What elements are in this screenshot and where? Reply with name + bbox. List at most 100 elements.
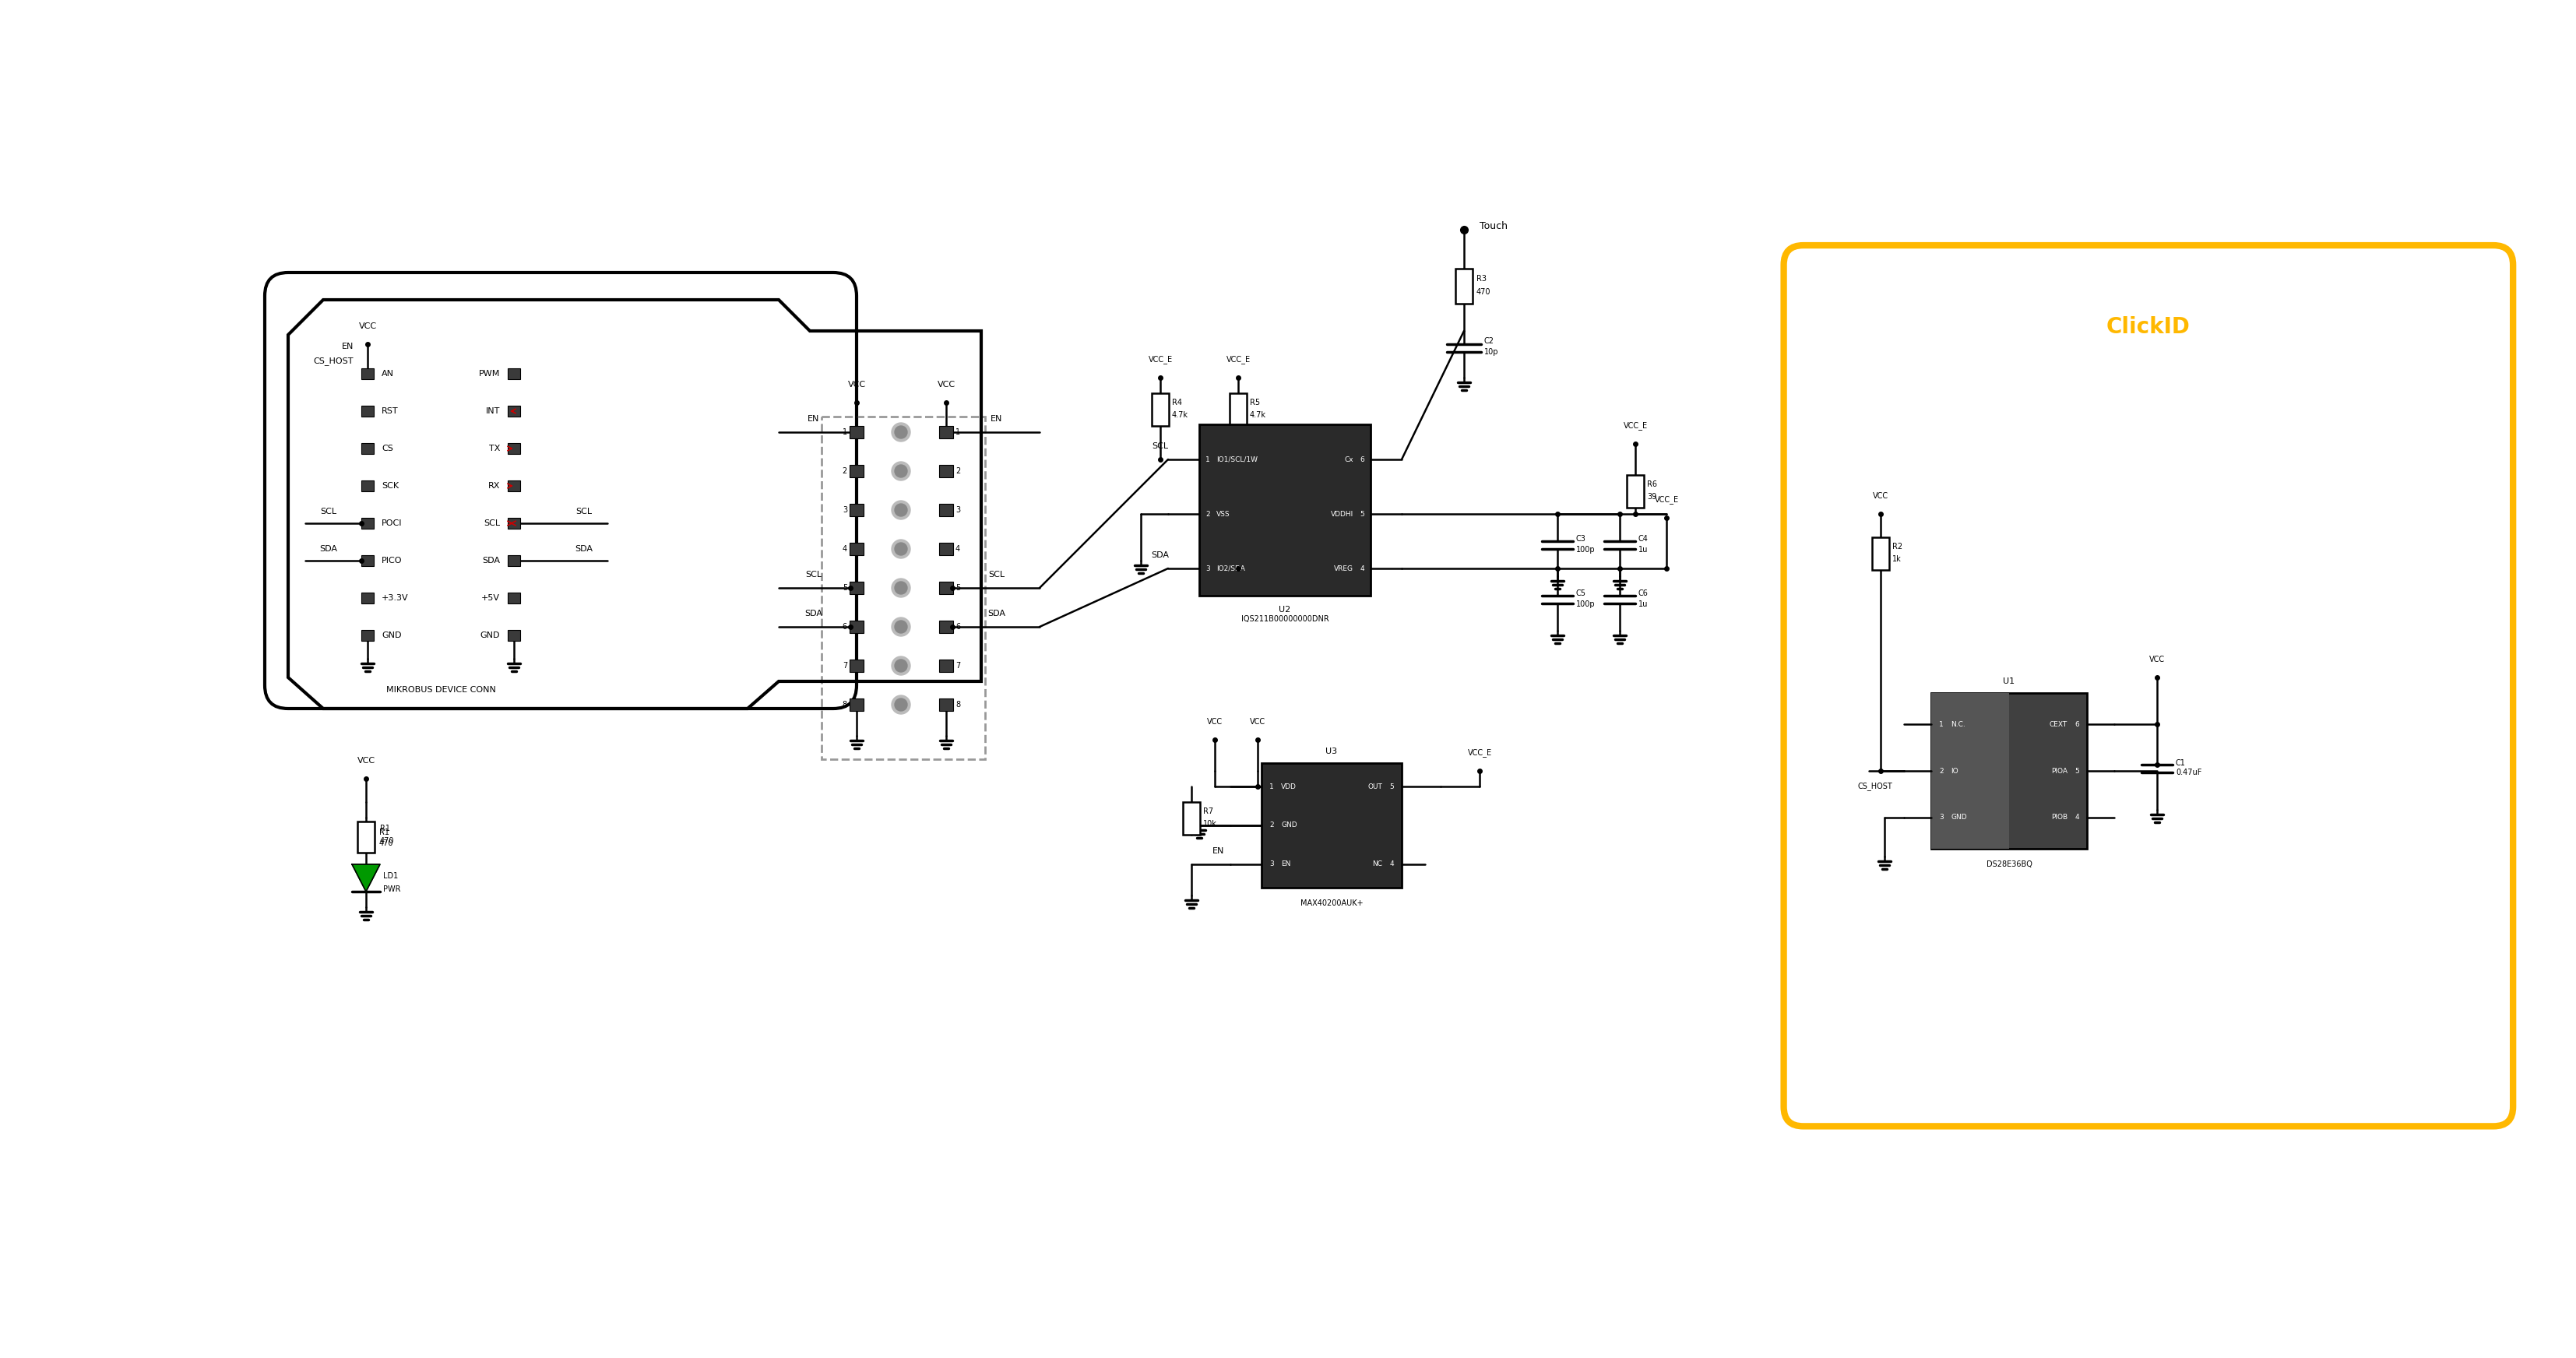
Text: 1: 1 bbox=[956, 428, 961, 436]
Text: VCC_E: VCC_E bbox=[1623, 421, 1649, 430]
Text: OUT: OUT bbox=[1368, 784, 1383, 790]
Text: 5: 5 bbox=[956, 584, 961, 592]
Bar bbox=[1455, 269, 1473, 304]
Text: EN: EN bbox=[343, 342, 353, 350]
Circle shape bbox=[891, 618, 909, 636]
Text: 1: 1 bbox=[1270, 784, 1273, 790]
Bar bbox=[361, 443, 374, 454]
Bar bbox=[940, 581, 953, 595]
Text: VCC: VCC bbox=[848, 380, 866, 388]
Text: SCL: SCL bbox=[806, 570, 822, 579]
Circle shape bbox=[894, 543, 907, 555]
Circle shape bbox=[891, 422, 909, 441]
Text: VCC: VCC bbox=[1873, 492, 1888, 500]
Bar bbox=[361, 406, 374, 417]
Text: 10p: 10p bbox=[1484, 348, 1499, 356]
Bar bbox=[1200, 425, 1370, 596]
Text: EN: EN bbox=[1280, 861, 1291, 868]
Text: 1: 1 bbox=[842, 428, 848, 436]
Bar bbox=[1229, 394, 1247, 426]
Text: R7: R7 bbox=[1203, 808, 1213, 815]
Text: LD1: LD1 bbox=[384, 872, 399, 880]
Text: 2: 2 bbox=[956, 467, 961, 475]
Bar bbox=[361, 517, 374, 528]
Text: VDD: VDD bbox=[1280, 784, 1296, 790]
Circle shape bbox=[891, 656, 909, 675]
Bar bbox=[850, 621, 863, 633]
Text: NC: NC bbox=[1373, 861, 1383, 868]
Text: SCL: SCL bbox=[1151, 443, 1170, 449]
Circle shape bbox=[894, 504, 907, 516]
Text: EN: EN bbox=[992, 416, 1002, 422]
Polygon shape bbox=[353, 864, 381, 892]
Text: SCL: SCL bbox=[484, 519, 500, 527]
Text: 4: 4 bbox=[956, 545, 961, 553]
Bar bbox=[361, 630, 374, 641]
Text: 2: 2 bbox=[1270, 822, 1273, 828]
Bar bbox=[361, 592, 374, 603]
Text: VCC: VCC bbox=[358, 322, 376, 330]
Text: VREG: VREG bbox=[1334, 565, 1352, 572]
Text: 3: 3 bbox=[956, 507, 961, 513]
Text: SCL: SCL bbox=[577, 508, 592, 516]
Text: 1k: 1k bbox=[1893, 555, 1901, 564]
Text: Cx: Cx bbox=[1345, 456, 1352, 463]
Bar bbox=[850, 660, 863, 672]
Bar bbox=[507, 368, 520, 379]
Text: SCK: SCK bbox=[381, 482, 399, 490]
Text: VCC_E: VCC_E bbox=[1149, 356, 1172, 364]
Text: SDA: SDA bbox=[482, 557, 500, 565]
Text: C1: C1 bbox=[2177, 759, 2187, 767]
Text: 6: 6 bbox=[1360, 456, 1365, 463]
Text: VCC: VCC bbox=[1249, 718, 1265, 725]
Text: 470: 470 bbox=[381, 837, 394, 845]
Text: R2: R2 bbox=[1893, 543, 1904, 550]
Bar bbox=[940, 426, 953, 439]
Text: 7: 7 bbox=[956, 661, 961, 669]
Circle shape bbox=[894, 660, 907, 672]
Bar bbox=[1932, 693, 2009, 849]
Bar bbox=[358, 822, 374, 853]
Bar bbox=[1932, 693, 2087, 849]
Text: R4: R4 bbox=[1172, 399, 1182, 406]
Bar bbox=[1182, 803, 1200, 835]
Text: CS_HOST: CS_HOST bbox=[1857, 782, 1893, 790]
Text: INT: INT bbox=[487, 407, 500, 416]
Bar bbox=[507, 517, 520, 528]
Bar bbox=[850, 426, 863, 439]
Text: VCC: VCC bbox=[1208, 718, 1224, 725]
Bar bbox=[940, 660, 953, 672]
Text: 470: 470 bbox=[379, 839, 394, 847]
Text: SDA: SDA bbox=[804, 610, 822, 618]
Text: Touch: Touch bbox=[1479, 221, 1507, 231]
Text: 7: 7 bbox=[842, 661, 848, 669]
Text: VCC_E: VCC_E bbox=[1468, 748, 1492, 756]
Text: VDDHI: VDDHI bbox=[1332, 511, 1352, 517]
Text: GND: GND bbox=[479, 631, 500, 640]
Text: 4: 4 bbox=[842, 545, 848, 553]
Bar bbox=[850, 698, 863, 712]
Text: R3: R3 bbox=[1476, 274, 1486, 282]
Bar bbox=[850, 464, 863, 477]
Circle shape bbox=[894, 464, 907, 477]
Text: 2: 2 bbox=[842, 467, 848, 475]
Bar bbox=[940, 698, 953, 712]
Text: 0.47uF: 0.47uF bbox=[2177, 769, 2202, 777]
Text: PICO: PICO bbox=[381, 557, 402, 565]
Bar bbox=[940, 504, 953, 516]
Text: 100p: 100p bbox=[1577, 546, 1595, 554]
Text: 3: 3 bbox=[1940, 813, 1942, 822]
Text: 4.7k: 4.7k bbox=[1249, 411, 1267, 418]
Bar bbox=[1873, 538, 1888, 570]
Text: C6: C6 bbox=[1638, 589, 1649, 598]
Text: MAX40200AUK+: MAX40200AUK+ bbox=[1301, 899, 1363, 907]
Bar bbox=[361, 555, 374, 566]
Text: 4: 4 bbox=[1360, 565, 1365, 572]
Text: SCL: SCL bbox=[989, 570, 1005, 579]
Text: 1: 1 bbox=[1940, 721, 1942, 728]
Text: 100p: 100p bbox=[1577, 600, 1595, 608]
Text: U2: U2 bbox=[1278, 606, 1291, 614]
Bar bbox=[361, 481, 374, 492]
Text: 5: 5 bbox=[842, 584, 848, 592]
Text: PWR: PWR bbox=[384, 885, 402, 894]
